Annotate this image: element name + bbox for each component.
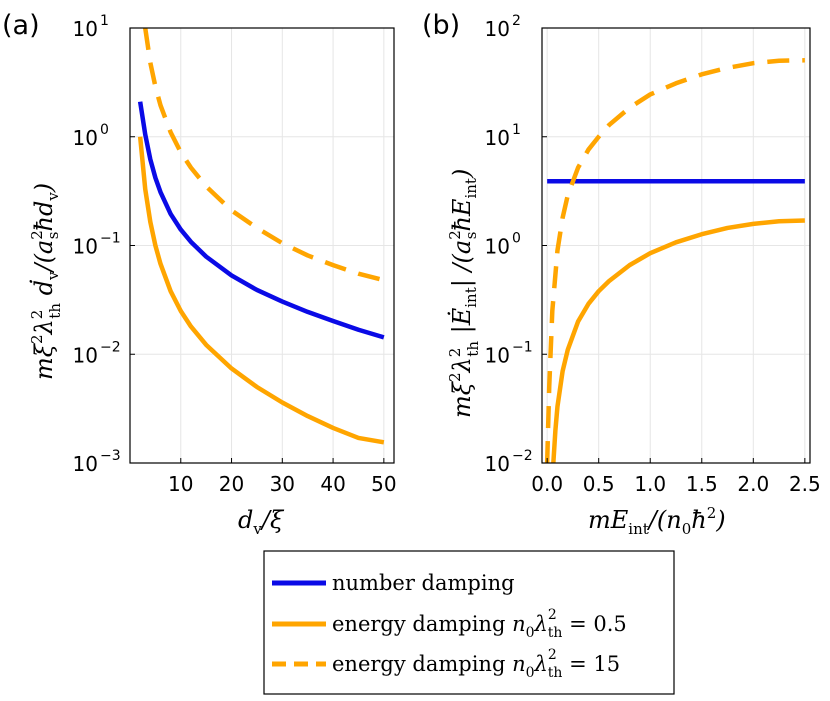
panel-b-ylabel: mξ2λ2th |Ėint| /(a2sħEint) xyxy=(446,169,482,418)
panel-b-series-1-line xyxy=(551,218,805,463)
panel-a-xtick-label-1: 20 xyxy=(219,472,244,496)
panel-b-ytick-exp-0: −2 xyxy=(512,448,533,464)
panel-b-series xyxy=(544,58,805,463)
panel-b-ytick-label-4: 10 xyxy=(485,17,510,41)
panel-a-ytick-label-1: 10 xyxy=(73,343,98,367)
panel-b-ytick-label-1: 10 xyxy=(485,343,510,367)
panel-a-ylabel: mξ2λ2th ḋv/(a2sħdv) xyxy=(28,183,64,380)
panel-a-xtick-label-4: 50 xyxy=(371,472,396,496)
legend-label-energy-15: energy damping n0λ2 th = 15 xyxy=(332,647,620,681)
panel-a-ytick-exp-1: −2 xyxy=(100,339,121,355)
panel-b-ytick-exp-4: 2 xyxy=(512,13,521,29)
legend-label-energy-05: energy damping n0λ2 th = 0.5 xyxy=(332,607,627,641)
panel-a-ytick-label-2: 10 xyxy=(73,235,98,259)
panel-a-ytick-label-4: 10 xyxy=(73,17,98,41)
panel-b-letter: (b) xyxy=(422,10,460,41)
panel-b-xtick-label-1: 0.5 xyxy=(583,472,615,496)
panel-a-ytick-exp-4: 1 xyxy=(100,13,109,29)
panel-b-ytick-label-0: 10 xyxy=(485,452,510,476)
panel-b-ytick-exp-1: −1 xyxy=(512,339,533,355)
panel-a-ytick-exp-0: −3 xyxy=(100,448,121,464)
legend-label-number-damping: number damping xyxy=(332,571,515,595)
panel-b-xtick-label-5: 2.5 xyxy=(789,472,821,496)
panel-a-series xyxy=(137,28,385,445)
panel-b-series-2-line xyxy=(544,58,805,463)
legend-box xyxy=(263,550,675,695)
panel-a-xlabel: dv/ξ xyxy=(238,506,285,538)
panel-a-series-1-line xyxy=(137,136,385,445)
panel-b-xtick-label-3: 1.5 xyxy=(686,472,718,496)
panel-b-grid xyxy=(542,27,810,464)
panel-a-xtick-label-3: 40 xyxy=(320,472,345,496)
panel-b-xtick-label-4: 2.0 xyxy=(737,472,769,496)
panel-b-ytick-exp-2: 0 xyxy=(512,231,521,247)
panel-b-xlabel: mEint/(n0ħ2) xyxy=(588,504,726,538)
panel-a-ytick-label-3: 10 xyxy=(73,126,98,150)
panel-b-xtick-label-2: 1.0 xyxy=(634,472,666,496)
panel-b-ytick-label-3: 10 xyxy=(485,126,510,150)
panel-a-grid xyxy=(130,27,394,464)
panel-b-ytick-label-2: 10 xyxy=(485,235,510,259)
panel-b-ytick-exp-3: 1 xyxy=(512,122,521,138)
panel-a-xtick-label-0: 10 xyxy=(168,472,193,496)
panel-a-letter: (a) xyxy=(2,10,40,41)
panel-a-ytick-exp-2: −1 xyxy=(100,231,121,247)
panel-a-ytick-label-0: 10 xyxy=(73,452,98,476)
panel-a-series-0-line xyxy=(137,101,385,340)
panel-b-xtick-label-0: 0.0 xyxy=(531,472,563,496)
panel-a-xtick-label-2: 30 xyxy=(270,472,295,496)
legend: number damping energy damping n0λ2 th = 0… xyxy=(263,550,675,695)
panel-a-ytick-exp-3: 0 xyxy=(100,122,109,138)
